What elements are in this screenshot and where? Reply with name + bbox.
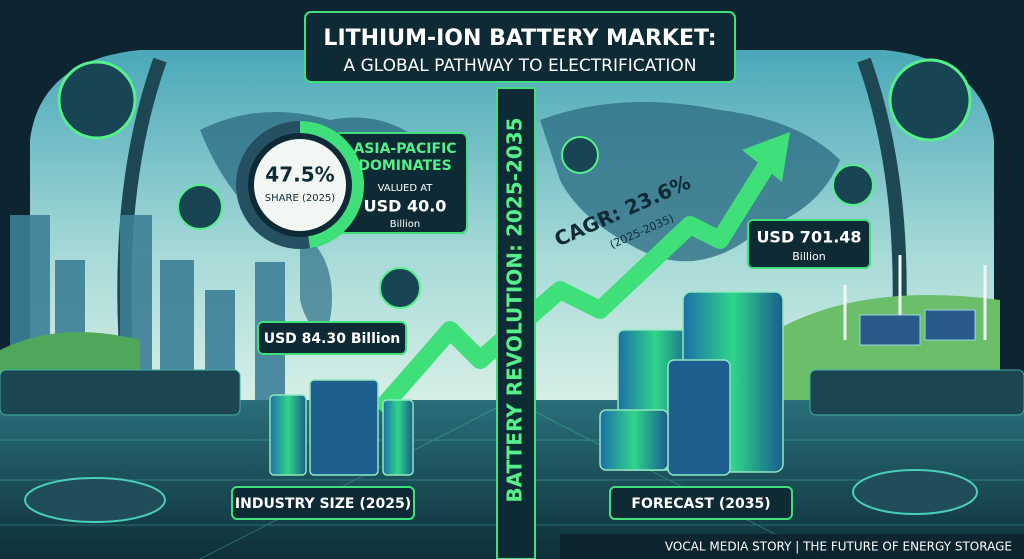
forecast-caption: FORECAST (2035) <box>631 496 770 512</box>
decoration-rect <box>924 309 976 341</box>
decoration-circle <box>888 58 972 142</box>
decoration-rect <box>667 359 731 476</box>
decoration-line <box>511 399 825 559</box>
region-amount: USD 40.0 <box>364 197 447 216</box>
forecast-amount-box <box>747 219 871 269</box>
decoration-line <box>199 399 513 559</box>
footer: VOCAL MEDIA STORY | THE FUTURE OF ENERGY… <box>665 540 1012 554</box>
share-ring-center <box>254 139 346 231</box>
decoration-circle <box>57 60 137 140</box>
decoration-path <box>373 155 778 416</box>
decoration-circle <box>379 267 421 309</box>
decoration-rect <box>496 87 536 559</box>
region-valued: VALUED AT <box>378 183 434 194</box>
decoration-circle <box>177 184 223 230</box>
decoration-circle <box>832 164 874 206</box>
decoration-ellipse <box>24 477 166 523</box>
decoration-ellipse <box>852 469 978 515</box>
decoration-rect <box>599 409 669 471</box>
forecast-unit: Billion <box>792 250 826 263</box>
decoration-rect <box>859 314 921 346</box>
share-ring <box>299 121 364 249</box>
industry-caption: INDUSTRY SIZE (2025) <box>235 496 411 512</box>
industry-caption-box <box>231 486 415 520</box>
region-heading: DOMINATES <box>358 158 451 174</box>
subtitle: A GLOBAL PATHWAY TO ELECTRIFICATION <box>344 56 697 76</box>
decoration-g <box>859 309 976 346</box>
industry-amount: USD 84.30 Billion <box>264 331 401 347</box>
industry-amount-box <box>257 321 407 355</box>
decoration-circle <box>561 136 599 174</box>
region-heading: ASIA-PACIFIC <box>353 141 456 157</box>
title: LITHIUM-ION BATTERY MARKET: <box>323 26 716 51</box>
decoration-rect <box>0 369 241 416</box>
forecast-amount: USD 701.48 <box>756 228 861 247</box>
decoration-rect <box>269 394 307 476</box>
divider-text: BATTERY REVOLUTION: 2025-2035 <box>503 117 527 502</box>
title-box <box>304 11 736 83</box>
decoration-polygon <box>742 132 790 182</box>
share-value: 47.5% <box>265 163 334 187</box>
decoration-g <box>269 291 784 476</box>
decoration-rect <box>382 399 414 476</box>
forecast-caption-box <box>609 486 793 520</box>
decoration-path <box>300 230 332 327</box>
share-arc <box>299 121 364 249</box>
footer-bg <box>560 534 1024 559</box>
region-unit: Billion <box>390 219 420 230</box>
decoration-rect <box>309 379 379 476</box>
decoration-rect <box>809 369 1024 416</box>
share-caption: SHARE (2025) <box>265 193 336 204</box>
